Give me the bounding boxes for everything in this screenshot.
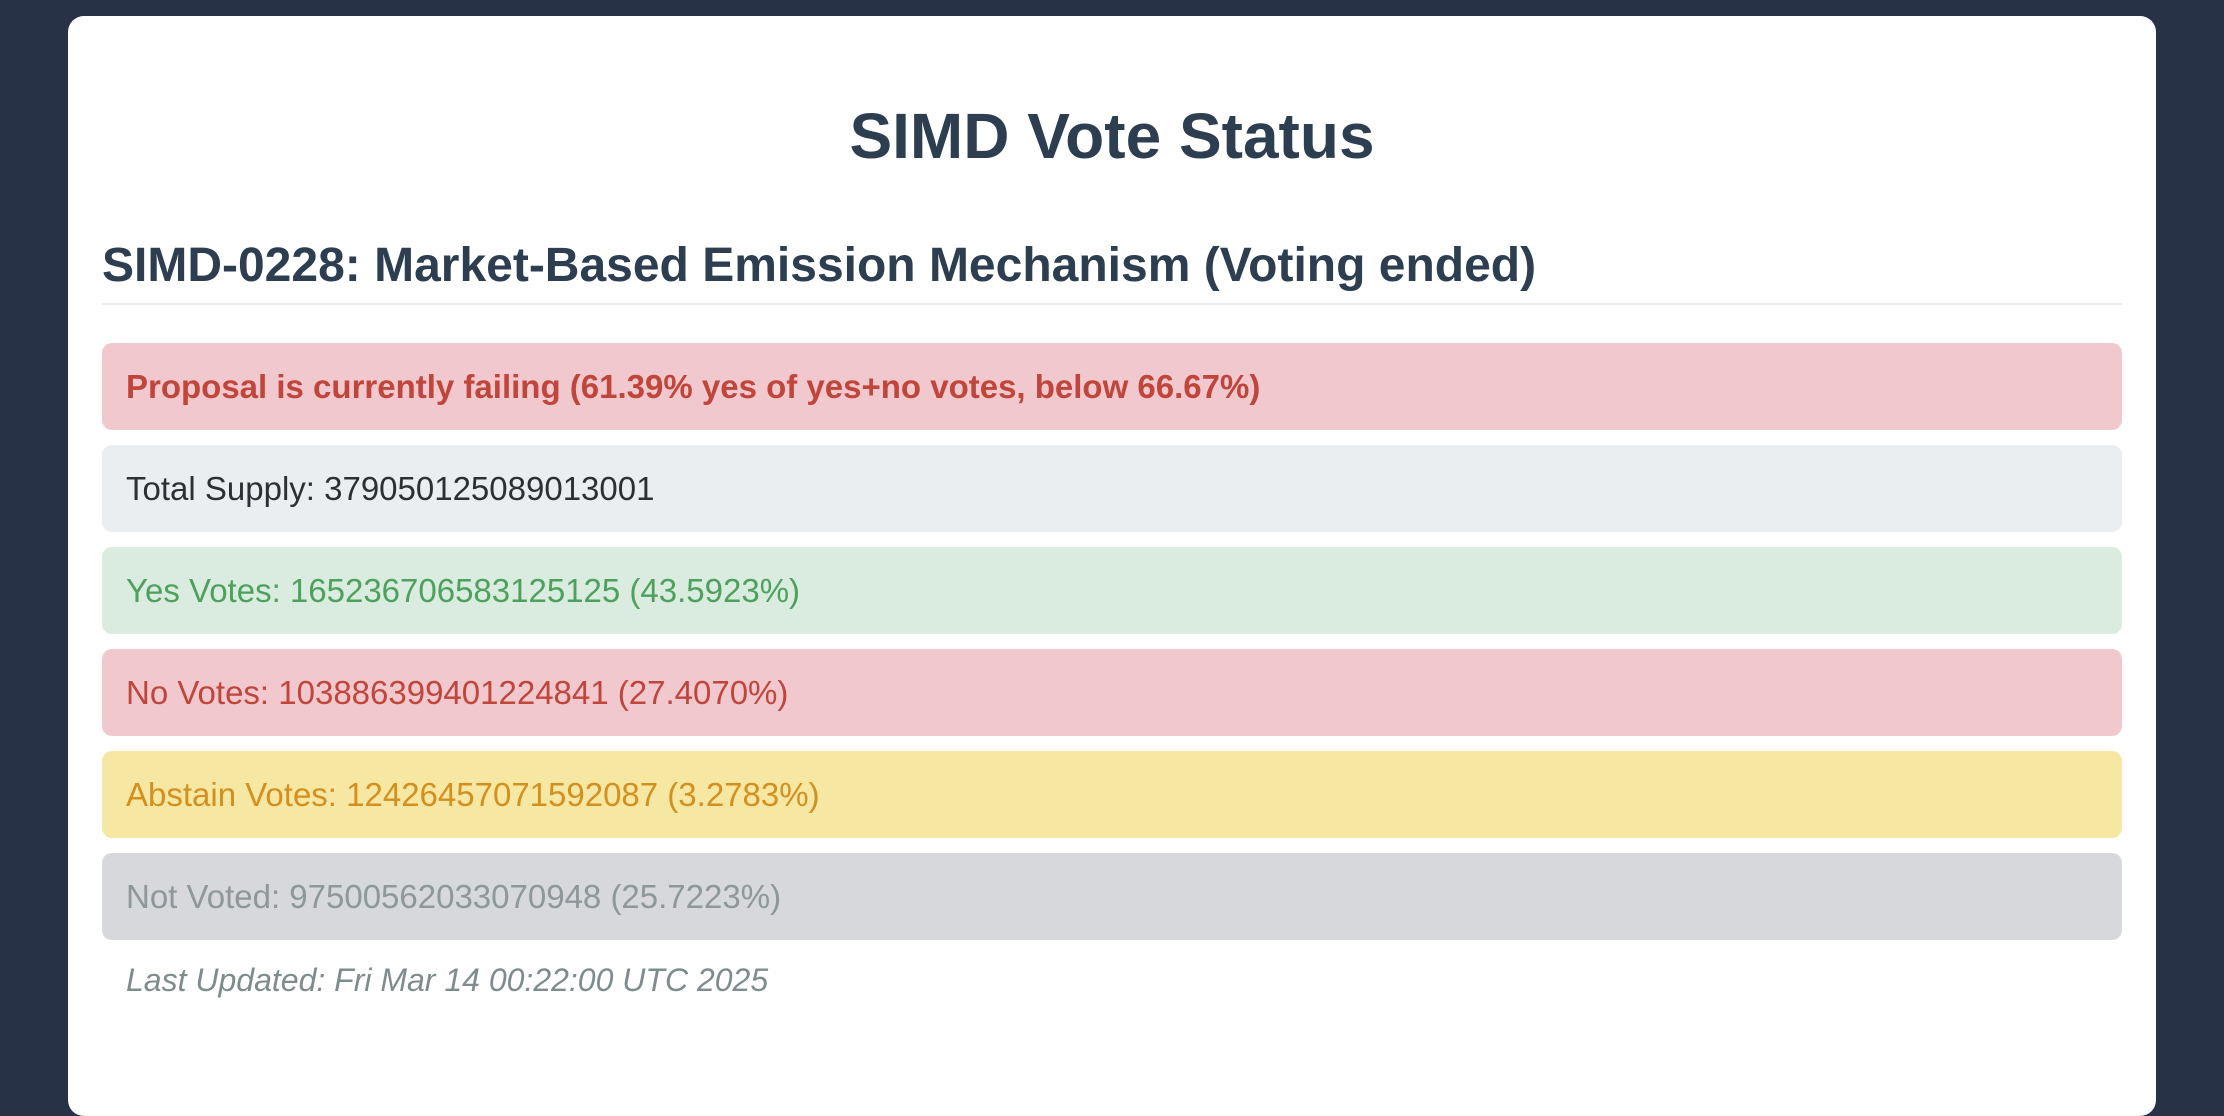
total-supply-row: Total Supply: 379050125089013001 [102,444,2122,532]
proposal-heading: SIMD-0228: Market-Based Emission Mechani… [102,238,2122,305]
vote-status-card: SIMD Vote Status SIMD-0228: Market-Based… [68,16,2156,1116]
last-updated-timestamp: Last Updated: Fri Mar 14 00:22:00 UTC 20… [126,961,769,998]
not-voted-row: Not Voted: 97500562033070948 (25.7223%) [102,852,2122,940]
page-background: { "page": { "title": "SIMD Vote Status" … [0,16,2224,1116]
no-votes-row: No Votes: 103886399401224841 (27.4070%) [102,648,2122,736]
abstain-votes-row: Abstain Votes: 12426457071592087 (3.2783… [102,750,2122,838]
proposal-failing-alert: Proposal is currently failing (61.39% ye… [102,342,2122,430]
page-title: SIMD Vote Status [849,100,1375,172]
yes-votes-row: Yes Votes: 165236706583125125 (43.5923%) [102,546,2122,634]
